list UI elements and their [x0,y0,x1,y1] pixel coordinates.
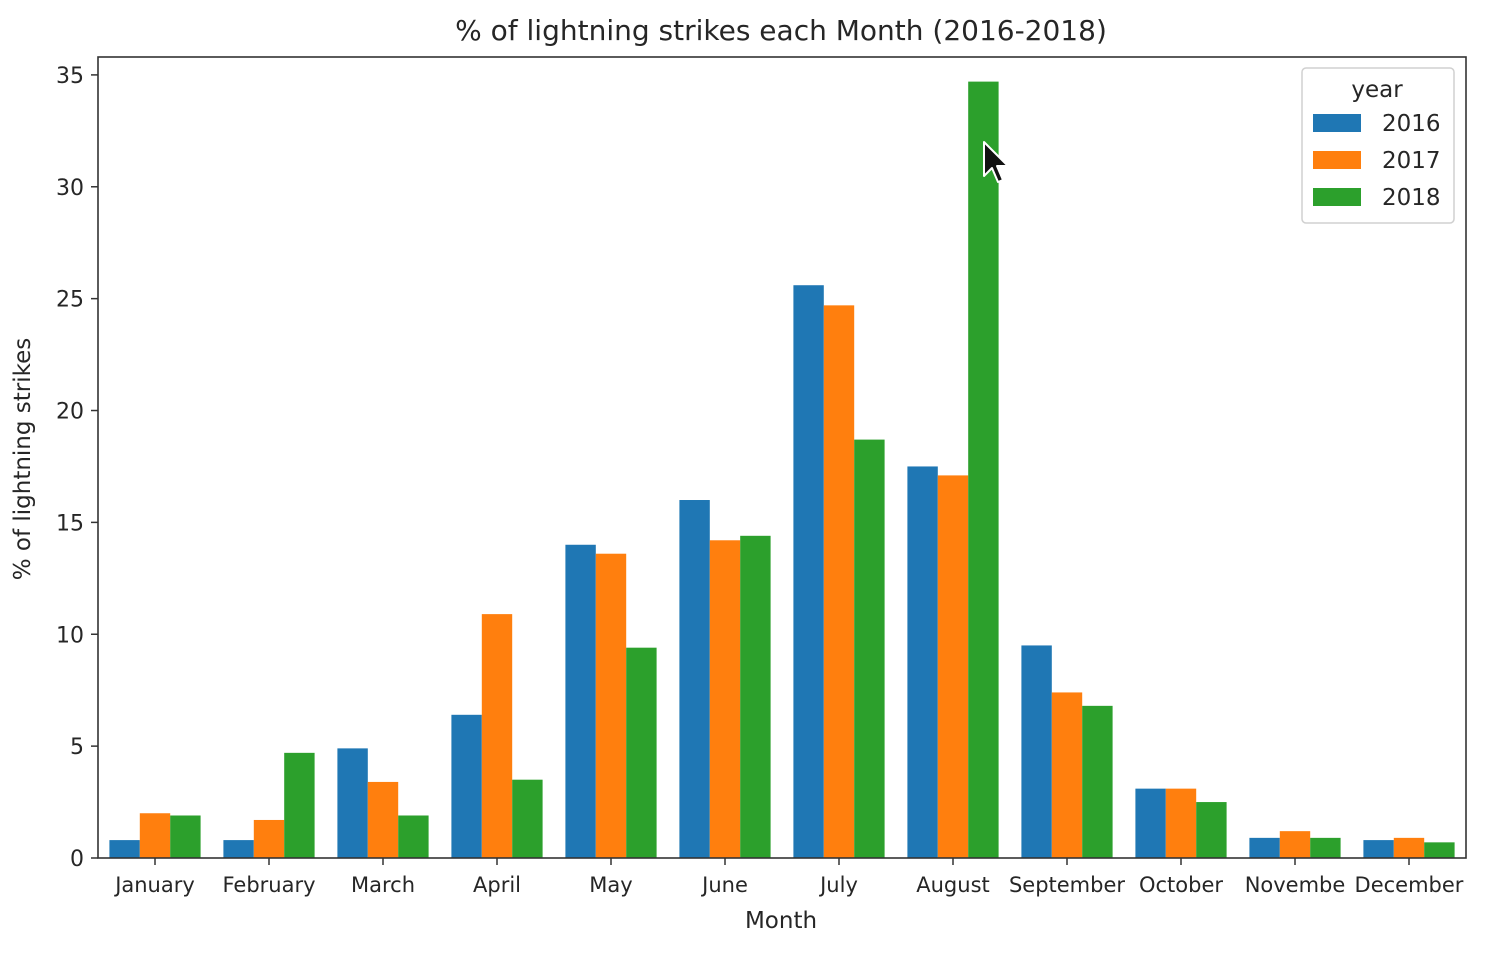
y-tick-label: 15 [56,511,84,536]
legend-swatch-2016 [1313,114,1361,132]
x-tick-label-june: June [700,873,748,897]
bar-2017-july [823,305,855,859]
bar-2018-september [1082,705,1113,858]
bar-2016-june [679,500,710,858]
bar-2018-december [1424,842,1455,858]
bar-2017-november [1279,831,1311,858]
bar-2016-march [337,748,368,858]
legend-swatch-2017 [1313,151,1361,169]
bar-2016-august [907,466,938,858]
x-tick-label-february: February [222,873,315,897]
x-tick-label-january: January [113,873,195,897]
bar-2018-may [626,647,657,858]
legend-label-2016: 2016 [1382,111,1441,137]
y-tick-label: 0 [70,847,84,872]
bar-2018-july [854,439,885,858]
bar-2017-september [1051,692,1083,858]
bar-2018-october [1196,802,1227,858]
bar-2017-april [481,614,513,858]
x-tick-label-july: July [818,873,858,897]
x-tick-label-november: Novembe [1245,873,1346,897]
bar-2017-december [1393,837,1425,858]
plot-frame [97,56,1467,859]
bar-2017-august [937,475,969,858]
x-tick-label-may: May [589,873,632,897]
bar-2018-august [968,81,999,859]
x-tick-label-october: October [1139,873,1223,897]
x-tick-label-september: September [1009,873,1125,897]
bar-2016-november [1249,837,1280,858]
x-tick-label-december: December [1355,873,1464,897]
bar-2017-january [139,813,171,858]
legend-label-2017: 2017 [1382,148,1441,174]
x-tick-label-april: April [473,873,521,897]
legend: year 2016 2017 2018 [1301,67,1455,224]
y-tick-label: 30 [56,176,84,201]
bar-2017-february [253,819,285,858]
bar-2017-may [595,553,627,858]
legend-title: year [1351,77,1403,103]
y-axis: 0 5 10 15 20 25 30 35 [56,64,98,872]
x-axis-label: Month [745,908,817,934]
y-axis-label: % of lightning strikes [10,338,36,581]
bar-2016-may [565,544,596,858]
bar-2016-september [1021,645,1052,858]
legend-swatch-2018 [1313,188,1361,206]
bar-2016-july [793,285,824,859]
bar-2018-november [1310,837,1341,858]
x-axis: January February March April May June July Augu… [113,858,1464,897]
bar-2016-april [451,714,482,858]
y-tick-label: 20 [56,400,84,425]
bar-2016-october [1135,788,1166,858]
y-tick-label: 25 [56,288,84,313]
y-tick-label: 5 [70,735,84,760]
bar-2017-march [367,781,399,858]
bar-2018-june [740,535,771,858]
legend-label-2018: 2018 [1382,185,1441,211]
bar-2018-january [170,815,201,858]
legend-box [1301,67,1455,224]
x-tick-label-august: August [916,873,990,897]
x-tick-label-march: March [351,873,415,897]
bar-2018-march [398,815,429,858]
bar-2018-february [284,752,315,858]
bars-layer [109,81,1455,859]
bar-2017-june [709,540,741,858]
bar-2016-february [223,840,254,858]
bar-2016-december [1363,840,1394,858]
y-tick-label: 35 [56,64,84,89]
chart-title: % of lightning strikes each Month (2016-… [455,14,1107,47]
bar-2017-october [1165,788,1197,858]
bar-2016-january [109,840,140,858]
bar-2018-april [512,779,543,858]
y-tick-label: 10 [56,623,84,648]
mouse-cursor-icon [983,141,1009,183]
